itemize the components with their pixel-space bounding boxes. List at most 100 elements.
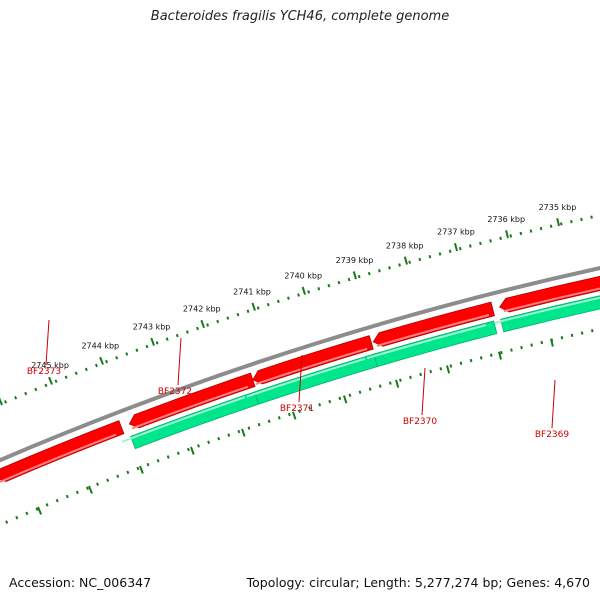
minor-tick <box>357 274 361 279</box>
minor-tick <box>45 503 49 507</box>
minor-tick <box>489 239 492 243</box>
minor-tick <box>176 451 180 456</box>
minor-tick <box>580 331 584 335</box>
gene-label-bf2369[interactable]: BF2369 <box>535 379 570 440</box>
svg-text:BF2370: BF2370 <box>403 417 438 427</box>
minor-tick <box>165 337 169 341</box>
outer-tick-track <box>0 215 593 406</box>
minor-tick <box>54 379 58 384</box>
minor-tick <box>116 474 120 479</box>
reverse-gene-arrow[interactable] <box>0 420 125 484</box>
minor-tick <box>438 252 442 256</box>
gene-label-track: BF2373 BF2372 BF2371 BF2370 BF2369 <box>27 319 570 440</box>
svg-text:BF2373: BF2373 <box>27 367 61 377</box>
kbp-label: 2742 kbp <box>183 305 221 314</box>
minor-tick <box>105 359 109 364</box>
minor-tick <box>399 378 402 382</box>
minor-tick <box>559 222 563 226</box>
kbp-label: 2736 kbp <box>487 215 525 224</box>
minor-tick <box>84 367 88 372</box>
minor-tick <box>327 283 331 288</box>
minor-tick <box>106 478 110 482</box>
minor-tick <box>35 507 39 511</box>
minor-tick <box>580 217 583 222</box>
minor-tick <box>216 319 220 324</box>
kbp-label: 2735 kbp <box>539 203 577 212</box>
kbp-label: 2745 kbp <box>31 361 69 370</box>
major-tick <box>99 356 104 365</box>
minor-tick <box>328 399 332 404</box>
minor-tick <box>135 348 139 352</box>
minor-tick <box>96 482 100 486</box>
gene-label-bf2371[interactable]: BF2371 <box>280 354 314 414</box>
minor-tick <box>479 241 482 246</box>
gene-label-bf2373[interactable]: BF2373 <box>27 319 61 377</box>
minor-tick <box>277 416 281 420</box>
minor-tick <box>14 395 18 400</box>
major-tick <box>48 376 53 385</box>
minor-tick <box>388 266 391 270</box>
svg-text:BF2369: BF2369 <box>535 430 570 440</box>
major-tick <box>200 319 205 329</box>
reverse-strand-track <box>0 274 600 484</box>
reverse-gene-arrow[interactable] <box>252 335 374 385</box>
reverse-gene-arrow[interactable] <box>499 274 600 313</box>
minor-tick <box>247 426 251 430</box>
minor-tick <box>145 344 149 349</box>
major-tick <box>139 465 144 474</box>
gene-label-bf2370[interactable]: BF2370 <box>403 367 438 427</box>
minor-tick <box>206 323 210 327</box>
minor-tick <box>378 384 382 388</box>
reverse-gene-arrow[interactable] <box>372 301 495 347</box>
minor-tick <box>217 436 221 441</box>
minor-tick <box>256 306 260 310</box>
minor-tick <box>85 486 89 491</box>
minor-tick <box>146 462 150 467</box>
minor-tick <box>287 296 290 300</box>
minor-tick <box>529 229 533 233</box>
minor-tick <box>448 249 452 253</box>
minor-tick <box>479 356 483 360</box>
minor-tick <box>155 341 159 345</box>
minor-tick <box>429 369 433 374</box>
minor-tick <box>317 287 321 291</box>
minor-tick <box>126 470 130 475</box>
major-tick <box>88 485 93 494</box>
minor-tick <box>468 244 472 248</box>
minor-tick <box>509 234 513 238</box>
minor-tick <box>519 231 523 236</box>
minor-tick <box>267 419 271 423</box>
minor-tick <box>510 348 513 352</box>
minor-tick <box>409 375 412 380</box>
minor-tick <box>337 280 341 285</box>
minor-tick <box>257 422 261 427</box>
kbp-label: 2740 kbp <box>284 271 322 280</box>
minor-tick <box>15 515 19 520</box>
major-tick <box>150 337 155 346</box>
minor-tick <box>590 215 593 219</box>
minor-tick <box>530 343 533 347</box>
minor-tick <box>196 326 199 331</box>
minor-tick <box>136 466 140 471</box>
accession-label: Accession: NC_006347 <box>9 575 152 590</box>
minor-tick <box>338 396 342 401</box>
forward-gene-bar[interactable] <box>366 320 498 368</box>
major-tick <box>395 379 400 388</box>
minor-tick <box>347 277 351 282</box>
minor-tick <box>500 350 503 355</box>
kbp-label: 2739 kbp <box>336 256 374 265</box>
minor-tick <box>175 333 179 338</box>
gene-label-bf2372[interactable]: BF2372 <box>158 337 192 397</box>
svg-text:BF2371: BF2371 <box>280 404 314 414</box>
minor-tick <box>64 375 68 380</box>
minor-tick <box>378 269 381 273</box>
major-tick <box>190 446 195 455</box>
minor-tick <box>75 490 79 495</box>
minor-tick <box>520 345 523 350</box>
minor-tick <box>560 336 564 340</box>
minor-tick <box>549 224 553 228</box>
forward-gene-bar[interactable] <box>494 292 600 333</box>
genome-backbone <box>0 266 600 463</box>
major-tick <box>37 506 43 515</box>
minor-tick <box>74 371 78 376</box>
